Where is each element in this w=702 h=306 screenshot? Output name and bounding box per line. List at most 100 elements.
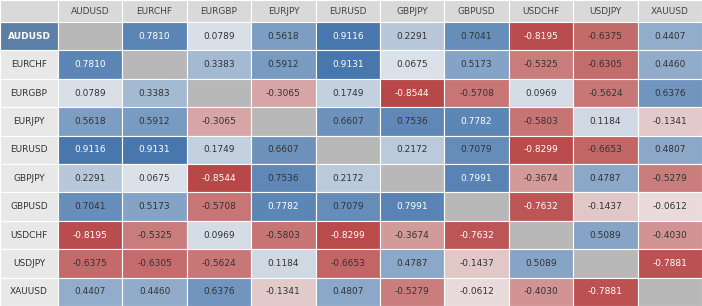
Bar: [187, 50, 251, 79]
Bar: [187, 136, 251, 164]
Bar: [58, 107, 122, 136]
Bar: [251, 249, 316, 278]
Text: -0.7881: -0.7881: [652, 259, 687, 268]
Bar: [637, 278, 702, 306]
Text: 0.5618: 0.5618: [267, 32, 299, 41]
Text: 0.9116: 0.9116: [74, 145, 106, 154]
Bar: [509, 278, 574, 306]
Bar: [251, 0, 316, 22]
Bar: [380, 164, 444, 192]
Bar: [58, 278, 122, 306]
Bar: [58, 50, 122, 79]
Bar: [0, 278, 58, 306]
Text: EURUSD: EURUSD: [329, 6, 366, 16]
Bar: [380, 249, 444, 278]
Text: -0.6305: -0.6305: [588, 60, 623, 69]
Text: EURGBP: EURGBP: [11, 88, 48, 98]
Bar: [637, 107, 702, 136]
Bar: [509, 164, 574, 192]
Bar: [122, 22, 187, 50]
Text: -0.8299: -0.8299: [331, 230, 365, 240]
Bar: [509, 0, 574, 22]
Bar: [509, 22, 574, 50]
Text: 0.9131: 0.9131: [139, 145, 171, 154]
Bar: [58, 221, 122, 249]
Text: -0.0612: -0.0612: [652, 202, 687, 211]
Text: 0.1749: 0.1749: [332, 88, 364, 98]
Bar: [122, 278, 187, 306]
Bar: [380, 278, 444, 306]
Bar: [316, 136, 380, 164]
Text: 0.5089: 0.5089: [525, 259, 557, 268]
Text: 0.4460: 0.4460: [139, 287, 171, 296]
Bar: [187, 249, 251, 278]
Bar: [637, 192, 702, 221]
Bar: [380, 221, 444, 249]
Bar: [0, 249, 58, 278]
Text: EURCHF: EURCHF: [137, 6, 173, 16]
Bar: [122, 0, 187, 22]
Text: -0.5279: -0.5279: [652, 174, 687, 183]
Bar: [0, 164, 58, 192]
Bar: [122, 136, 187, 164]
Text: 0.1184: 0.1184: [267, 259, 299, 268]
Text: -0.7632: -0.7632: [459, 230, 494, 240]
Text: 0.2291: 0.2291: [74, 174, 106, 183]
Bar: [0, 0, 58, 22]
Bar: [574, 249, 637, 278]
Text: 0.2291: 0.2291: [397, 32, 428, 41]
Bar: [380, 192, 444, 221]
Bar: [444, 164, 509, 192]
Text: GBPJPY: GBPJPY: [13, 174, 45, 183]
Bar: [509, 107, 574, 136]
Bar: [444, 50, 509, 79]
Text: USDJPY: USDJPY: [589, 6, 621, 16]
Bar: [58, 79, 122, 107]
Bar: [380, 22, 444, 50]
Text: 0.4787: 0.4787: [590, 174, 621, 183]
Text: 0.5912: 0.5912: [267, 60, 299, 69]
Text: 0.9131: 0.9131: [332, 60, 364, 69]
Bar: [509, 221, 574, 249]
Text: 0.5912: 0.5912: [139, 117, 171, 126]
Text: -0.7632: -0.7632: [524, 202, 558, 211]
Bar: [187, 278, 251, 306]
Text: USDCHF: USDCHF: [11, 230, 48, 240]
Bar: [509, 79, 574, 107]
Bar: [58, 136, 122, 164]
Bar: [251, 221, 316, 249]
Text: -0.6375: -0.6375: [73, 259, 107, 268]
Bar: [380, 136, 444, 164]
Bar: [444, 192, 509, 221]
Bar: [187, 22, 251, 50]
Text: 0.7041: 0.7041: [74, 202, 106, 211]
Bar: [251, 107, 316, 136]
Bar: [574, 192, 637, 221]
Text: 0.3383: 0.3383: [203, 60, 234, 69]
Text: -0.5803: -0.5803: [524, 117, 558, 126]
Bar: [0, 50, 58, 79]
Bar: [122, 50, 187, 79]
Text: 0.2172: 0.2172: [397, 145, 428, 154]
Text: 0.7079: 0.7079: [332, 202, 364, 211]
Text: -0.4030: -0.4030: [524, 287, 558, 296]
Text: 0.7536: 0.7536: [397, 117, 428, 126]
Text: -0.6375: -0.6375: [588, 32, 623, 41]
Text: 0.4460: 0.4460: [654, 60, 685, 69]
Bar: [187, 79, 251, 107]
Bar: [574, 22, 637, 50]
Text: EURUSD: EURUSD: [11, 145, 48, 154]
Bar: [509, 50, 574, 79]
Text: 0.7810: 0.7810: [139, 32, 171, 41]
Text: 0.6376: 0.6376: [203, 287, 234, 296]
Bar: [444, 22, 509, 50]
Bar: [574, 79, 637, 107]
Text: -0.6653: -0.6653: [331, 259, 365, 268]
Text: -0.1341: -0.1341: [652, 117, 687, 126]
Text: 0.5173: 0.5173: [461, 60, 492, 69]
Text: 0.4807: 0.4807: [332, 287, 364, 296]
Bar: [509, 136, 574, 164]
Bar: [251, 278, 316, 306]
Bar: [444, 221, 509, 249]
Bar: [380, 107, 444, 136]
